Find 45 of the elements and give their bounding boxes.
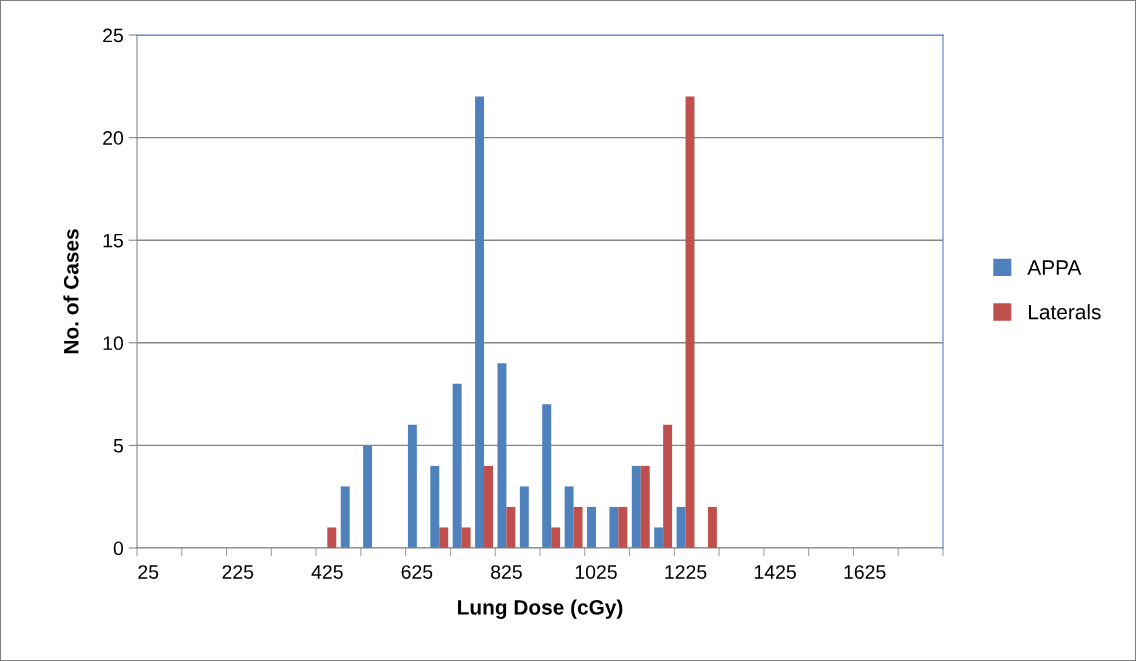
bar xyxy=(551,527,561,548)
bar xyxy=(654,527,664,548)
bar xyxy=(407,424,417,548)
bar xyxy=(327,527,337,548)
bar xyxy=(676,506,686,548)
bar xyxy=(564,486,574,548)
x-tick-label: 1025 xyxy=(575,565,617,579)
legend-label: Laterals xyxy=(1029,304,1101,320)
x-axis-title: Lung Dose (cGy) xyxy=(458,599,623,619)
x-tick-label: 625 xyxy=(401,565,433,579)
x-tick-label: 825 xyxy=(491,565,522,579)
bar xyxy=(475,96,485,548)
y-tick-label: 5 xyxy=(113,439,123,453)
bar xyxy=(461,527,471,548)
legend-label: APPA xyxy=(1027,260,1082,275)
x-tick-label: 1625 xyxy=(844,565,886,579)
bar xyxy=(618,506,628,548)
y-tick-label: 15 xyxy=(103,233,123,248)
bar xyxy=(609,506,619,548)
x-tick-label: 425 xyxy=(311,565,343,579)
y-tick-label: 20 xyxy=(103,131,124,145)
bar xyxy=(640,465,650,548)
bar xyxy=(542,404,552,548)
y-tick-label: 25 xyxy=(103,28,123,43)
y-tick-label: 0 xyxy=(113,541,124,556)
bar xyxy=(484,465,493,548)
x-tick-label: 1425 xyxy=(754,565,796,579)
bar xyxy=(631,465,641,548)
bar xyxy=(707,506,717,548)
y-tick-label: 10 xyxy=(103,336,124,351)
bar xyxy=(573,506,583,548)
bar xyxy=(506,506,516,548)
bar xyxy=(452,383,462,548)
x-tick-label: 25 xyxy=(138,565,159,579)
bar xyxy=(663,424,673,548)
bar xyxy=(340,486,350,548)
bar xyxy=(363,445,373,548)
bar xyxy=(439,527,449,548)
x-tick-label: 225 xyxy=(222,565,254,579)
x-tick-label: 1225 xyxy=(665,565,707,579)
bar xyxy=(519,486,529,548)
bar xyxy=(430,465,440,548)
y-axis-title: No. of Cases xyxy=(63,229,79,354)
bar xyxy=(587,506,596,548)
bar xyxy=(497,363,507,548)
